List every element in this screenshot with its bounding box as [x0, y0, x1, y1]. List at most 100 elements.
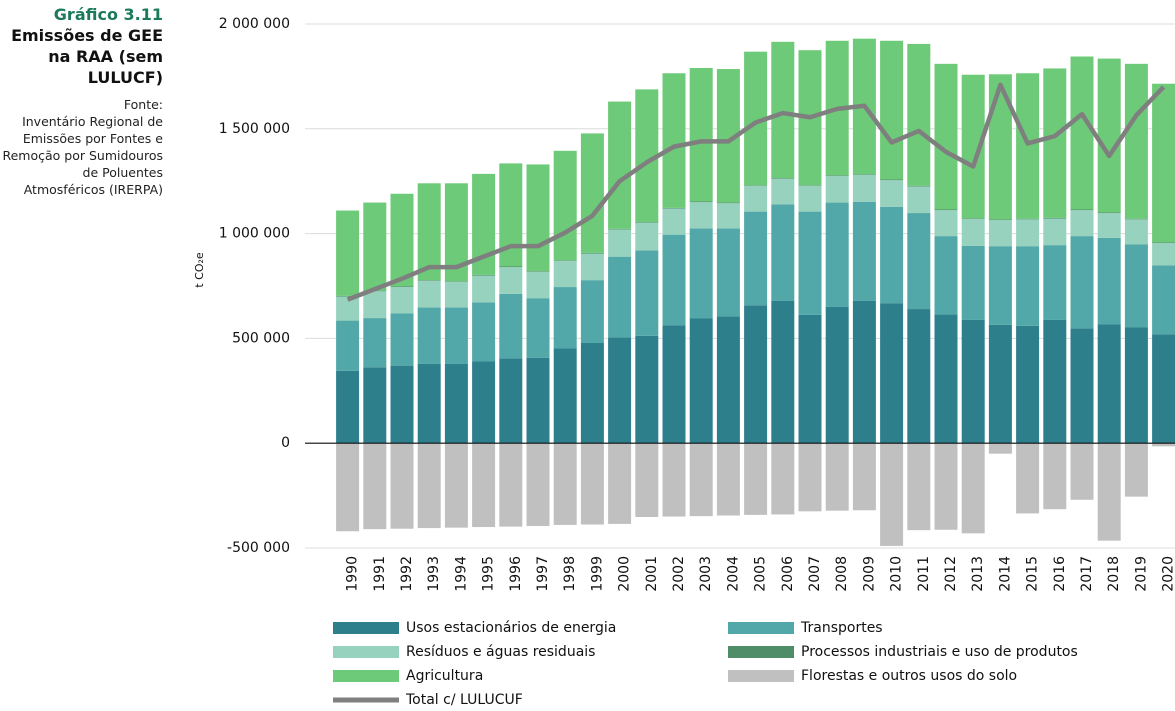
x-tick-label: 1992: [399, 556, 415, 592]
bar-segment: [934, 314, 958, 444]
bar-segment: [363, 291, 387, 319]
bar-segment: [336, 320, 360, 371]
x-tick-label: 1991: [372, 556, 388, 592]
bar-segment: [472, 302, 496, 362]
bar-segment: [1043, 68, 1067, 218]
bar-segment: [390, 365, 414, 444]
legend-swatch: [728, 670, 794, 682]
bar-segment: [499, 267, 523, 294]
bar-segment: [662, 325, 686, 444]
bar-segment: [880, 303, 904, 444]
y-tick-label: 2 000 000: [219, 16, 290, 32]
bar-segment: [635, 89, 659, 223]
bar-segment: [662, 234, 686, 326]
bar-segment: [852, 201, 876, 301]
bar-segment: [417, 280, 441, 281]
bar-segment: [771, 178, 795, 179]
bar-segment: [771, 204, 795, 301]
x-tick-label: 2003: [698, 556, 714, 592]
bar-segment: [1097, 324, 1121, 444]
bar-segment: [961, 245, 985, 320]
bar-segment: [472, 173, 496, 275]
y-tick-label: -500 000: [227, 540, 290, 556]
bar-segment: [363, 318, 387, 368]
y-tick-label: 1 000 000: [219, 226, 290, 242]
bar-segment: [526, 443, 550, 526]
bar-segment: [744, 185, 768, 212]
bar-segment: [907, 213, 931, 310]
bar-segment: [499, 358, 523, 444]
bar-segment: [825, 202, 849, 307]
bar-segment: [689, 443, 713, 517]
y-tick-label: 1 500 000: [219, 121, 290, 137]
x-tick-label: 2014: [997, 556, 1013, 592]
bar-segment: [553, 260, 577, 288]
bar-segment: [716, 202, 740, 204]
bar-segment: [444, 443, 468, 528]
bar-segment: [689, 68, 713, 202]
bar-segment: [744, 211, 768, 306]
bar-segment: [852, 443, 876, 511]
bar-segment: [390, 313, 414, 366]
bar-segment: [771, 41, 795, 179]
x-tick-label: 2009: [861, 556, 877, 592]
x-tick-label: 2013: [970, 556, 986, 592]
bar-segment: [689, 318, 713, 444]
bar-segment: [553, 260, 577, 261]
bar-segment: [880, 40, 904, 180]
bar-segment: [1124, 244, 1148, 328]
bar-segment: [961, 319, 985, 444]
bar-segment: [716, 228, 740, 317]
bar-segment: [1016, 443, 1040, 514]
bar-segment: [934, 443, 958, 530]
bar-segment: [907, 309, 931, 444]
bar-segment: [553, 348, 577, 444]
side-panel: Gráfico 3.11 Emissões de GEE na RAA (sem…: [0, 4, 163, 198]
bar-segment: [553, 150, 577, 261]
bar-segment: [771, 300, 795, 444]
legend-label: Total c/ LULUCUF: [405, 692, 523, 708]
bar-segment: [988, 74, 1012, 220]
bar-segment: [553, 443, 577, 525]
bar-segment: [635, 222, 659, 223]
bar-segment: [444, 281, 468, 308]
bar-segment: [988, 246, 1012, 325]
bar-segment: [553, 287, 577, 349]
bar-segment: [472, 274, 496, 276]
y-tick-label: 0: [281, 435, 290, 451]
bar-segment: [526, 271, 550, 299]
bar-segment: [417, 307, 441, 364]
total-line: [346, 82, 1166, 302]
bar-segment: [1016, 246, 1040, 326]
x-tick-label: 2001: [644, 556, 660, 592]
bar-segment: [1097, 58, 1121, 213]
x-tick-label: 2020: [1161, 556, 1175, 592]
bar-segment: [744, 443, 768, 515]
bar-segment: [961, 443, 985, 534]
bar-segment: [1152, 83, 1175, 243]
bar-segment: [390, 443, 414, 529]
bar-segment: [716, 203, 740, 229]
bar-segment: [1152, 334, 1175, 444]
bar-segment: [444, 363, 468, 444]
legend-label: Transportes: [800, 620, 883, 636]
bar-segment: [825, 306, 849, 444]
bar-segment: [1070, 210, 1094, 237]
x-tick-label: 1994: [453, 556, 469, 592]
bar-segment: [363, 202, 387, 291]
bar-segment: [1097, 213, 1121, 238]
bar-segment: [662, 208, 686, 235]
legend-swatch: [333, 622, 399, 634]
bar-segment: [771, 443, 795, 515]
bar-segment: [907, 186, 931, 214]
bar-segment: [444, 281, 468, 282]
x-tick-label: 2005: [753, 556, 769, 592]
bar-segment: [852, 174, 876, 202]
bar-segment: [880, 180, 904, 207]
bar-segment: [907, 185, 931, 187]
bar-segment: [1152, 243, 1175, 266]
bar-segment: [499, 163, 523, 267]
x-tick-label: 2002: [671, 556, 687, 592]
x-tick-label: 1998: [562, 556, 578, 592]
bar-segment: [580, 280, 604, 344]
